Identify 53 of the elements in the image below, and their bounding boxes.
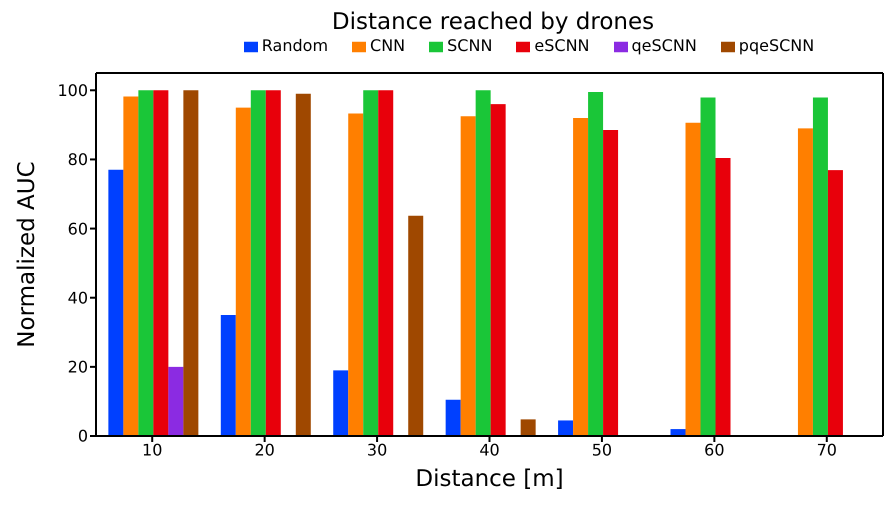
y-tick-label: 60 — [68, 219, 88, 238]
bar — [378, 90, 394, 436]
chart-title: Distance reached by drones — [330, 8, 656, 36]
bar — [490, 104, 506, 436]
bar — [716, 158, 731, 436]
x-tick-label: 30 — [366, 440, 388, 460]
bar — [828, 170, 843, 436]
y-tick-label: 80 — [68, 150, 88, 170]
bar — [250, 90, 266, 436]
bar — [138, 90, 154, 436]
bar — [460, 116, 476, 436]
legend-label: pqeSCNN — [738, 36, 814, 55]
bar — [446, 400, 461, 436]
bar — [408, 216, 424, 436]
y-axis-title: Normalized AUC — [14, 161, 40, 348]
x-tick-label: 10 — [142, 440, 162, 460]
bar — [573, 118, 588, 436]
x-axis-title: Distance [m] — [415, 466, 564, 492]
y-tick-label: 40 — [68, 288, 88, 308]
bar — [363, 90, 378, 436]
legend-label: eSCNN — [534, 36, 590, 55]
bar — [333, 370, 348, 436]
x-tick-label: 50 — [592, 440, 612, 460]
y-tick-label: 20 — [68, 358, 88, 377]
bar — [558, 420, 574, 436]
bar — [798, 128, 813, 436]
legend-label: qeSCNN — [632, 36, 697, 55]
bar — [108, 170, 124, 436]
bar — [183, 90, 198, 436]
y-tick-label: 100 — [57, 80, 88, 100]
x-tick-label: 70 — [816, 440, 837, 460]
bar — [266, 90, 281, 436]
bar — [700, 98, 716, 436]
x-tick-label: 20 — [254, 440, 275, 460]
legend-label: Random — [262, 36, 328, 55]
y-tick-label: 0 — [78, 426, 88, 446]
bar — [588, 92, 604, 436]
legend-label: CNN — [370, 36, 406, 55]
x-tick-label: 60 — [704, 440, 725, 460]
x-tick-label: 40 — [479, 440, 500, 460]
bar — [812, 98, 828, 436]
bar — [123, 96, 138, 436]
bar — [476, 90, 491, 436]
bar — [220, 315, 236, 436]
bar — [520, 419, 536, 436]
bar — [236, 108, 251, 436]
legend-label: SCNN — [447, 36, 492, 55]
bar — [603, 130, 618, 436]
bar — [686, 122, 701, 436]
bar — [153, 90, 168, 436]
bar — [168, 366, 184, 436]
bar — [348, 113, 364, 436]
bar — [296, 94, 311, 436]
